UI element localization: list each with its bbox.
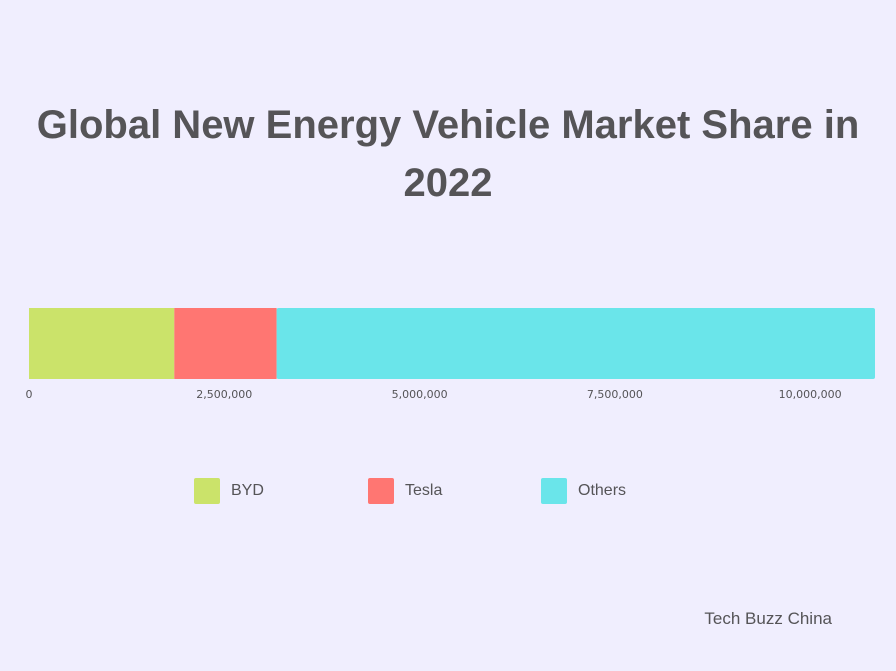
- legend-item-others: Others: [541, 477, 626, 505]
- x-tick-label: 2,500,000: [196, 388, 252, 401]
- legend-swatch: [541, 478, 567, 504]
- source-label: Tech Buzz China: [704, 609, 832, 628]
- legend-label: BYD: [231, 482, 264, 499]
- legend-swatch: [368, 478, 394, 504]
- chart-title: Global New Energy Vehicle Market Share i…: [36, 103, 860, 205]
- x-tick-label: 7,500,000: [587, 388, 643, 401]
- x-tick-label: 0: [26, 388, 33, 401]
- legend-swatch: [194, 478, 220, 504]
- x-tick-label: 5,000,000: [392, 388, 448, 401]
- x-tick-label: 10,000,000: [779, 388, 842, 401]
- bar-segment-others: [276, 308, 876, 379]
- legend-label: Tesla: [405, 482, 443, 499]
- bar-segment-tesla: [174, 308, 277, 379]
- legend-item-byd: BYD: [194, 477, 264, 505]
- legend-item-tesla: Tesla: [368, 477, 442, 505]
- chart-legend: BYD Tesla Others: [0, 477, 896, 505]
- legend-label: Others: [578, 482, 627, 499]
- bar-segment-byd: [29, 308, 175, 379]
